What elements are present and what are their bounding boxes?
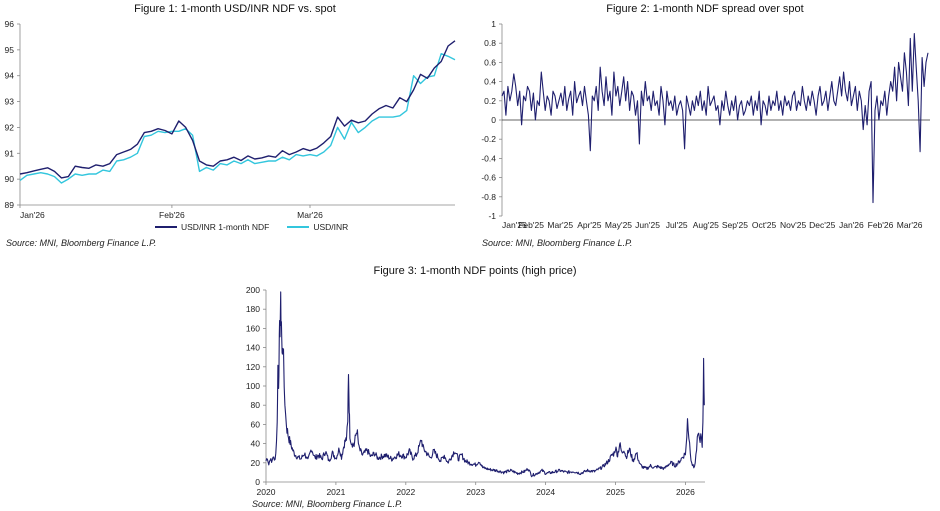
y-tick-label: 95 [5, 45, 15, 55]
x-tick-label: May'25 [605, 220, 632, 230]
x-tick-label: 2020 [257, 487, 276, 497]
y-tick-label: -1 [488, 211, 496, 221]
x-tick-label: Apr'25 [577, 220, 602, 230]
y-tick-label: -0.6 [481, 173, 496, 183]
x-tick-label: Mar'25 [547, 220, 573, 230]
x-tick-label: 2025 [606, 487, 625, 497]
figure-1-chart: 89 90 91 92 93 94 95 96 Jan'26 Feb'26 Mar'26 [5, 19, 456, 220]
x-tick-label: Sep'25 [722, 220, 748, 230]
y-tick-label: 0 [491, 115, 496, 125]
figure-3-chart: 0 20 40 60 80 100 120 140 160 180 200 2020 2021 2022 2… [246, 285, 705, 497]
series-line-spot [19, 53, 456, 184]
legend-label-ndf: USD/INR 1-month NDF [181, 222, 270, 232]
y-tick-label: 92 [5, 122, 15, 132]
y-tick-label: 40 [251, 439, 261, 449]
y-tick-label: 93 [5, 97, 15, 107]
y-tick-label: 100 [246, 381, 260, 391]
y-tick-label: 89 [5, 200, 15, 210]
figure-3-panel: Figure 3: 1-month NDF points (high price… [230, 262, 720, 511]
y-tick-label: 60 [251, 419, 261, 429]
legend-label-spot: USD/INR [313, 222, 349, 232]
x-tick-label: Feb'26 [868, 220, 894, 230]
y-tick-label: 0 [255, 477, 260, 487]
x-tick-label: Jan'25 [502, 220, 527, 230]
y-tick-label: 120 [246, 362, 260, 372]
y-tick-label: 180 [246, 304, 260, 314]
x-tick-label: Mar'26 [897, 220, 923, 230]
series-line-ndf-points [265, 291, 705, 478]
y-tick-label: -0.8 [481, 192, 496, 202]
y-tick-label: 91 [5, 148, 15, 158]
figure-1-title: Figure 1: 1-month USD/INR NDF vs. spot [134, 3, 336, 15]
y-tick-label: 90 [5, 174, 15, 184]
x-tick-label: Feb'25 [518, 220, 544, 230]
y-tick-label: 160 [246, 323, 260, 333]
figure-1-legend: USD/INR 1-month NDF USD/INR [155, 222, 348, 232]
x-tick-label: Nov'25 [780, 220, 806, 230]
legend-swatch-ndf [155, 226, 177, 228]
figure-1-source: Source: MNI, Bloomberg Finance L.P. [6, 238, 157, 248]
legend-item-ndf: USD/INR 1-month NDF [155, 222, 269, 232]
series-line-ndf [19, 40, 456, 179]
x-tick-label: 2022 [396, 487, 415, 497]
x-tick-label: Jan'26 [20, 210, 45, 220]
y-tick-label: 0.2 [484, 96, 496, 106]
x-tick-label: Dec'25 [809, 220, 835, 230]
y-tick-label: 0.6 [484, 57, 496, 67]
x-tick-label: Oct'25 [752, 220, 777, 230]
y-tick-label: 96 [5, 19, 15, 29]
figure-3-source: Source: MNI, Bloomberg Finance L.P. [252, 499, 403, 509]
y-tick-label: -0.4 [481, 153, 496, 163]
y-tick-label: 20 [251, 458, 261, 468]
x-tick-label: 2026 [676, 487, 695, 497]
legend-item-spot: USD/INR [287, 222, 348, 232]
y-tick-label: 140 [246, 343, 260, 353]
series-line-spread [501, 33, 929, 204]
x-tick-label: 2021 [326, 487, 345, 497]
x-tick-label: Jun'25 [635, 220, 660, 230]
y-tick-label: 94 [5, 71, 15, 81]
x-tick-label: Jul'25 [666, 220, 688, 230]
x-tick-label: 2024 [536, 487, 555, 497]
y-tick-label: 80 [251, 400, 261, 410]
y-tick-label: 200 [246, 285, 260, 295]
x-tick-label: 2023 [466, 487, 485, 497]
x-tick-label: Feb'26 [159, 210, 185, 220]
figure-2-chart: -1-0.8-0.6-0.4-0.200.20.40.60.81Jan'25Fe… [481, 19, 930, 230]
y-tick-label: -0.2 [481, 134, 496, 144]
figure-1-panel: Figure 1: 1-month USD/INR NDF vs. spot 8… [0, 0, 470, 252]
y-tick-label: 0.8 [484, 38, 496, 48]
x-tick-label: Aug'25 [693, 220, 719, 230]
x-tick-label: Mar'26 [297, 210, 323, 220]
legend-swatch-spot [287, 226, 310, 228]
y-tick-label: 1 [491, 19, 496, 29]
y-tick-label: 0.4 [484, 77, 496, 87]
figure-2-panel: Figure 2: 1-month NDF spread over spot -… [470, 0, 940, 252]
x-tick-label: Jan'26 [839, 220, 864, 230]
figure-3-title: Figure 3: 1-month NDF points (high price… [373, 265, 577, 277]
figure-2-title: Figure 2: 1-month NDF spread over spot [606, 3, 804, 15]
figure-2-source: Source: MNI, Bloomberg Finance L.P. [482, 238, 633, 248]
